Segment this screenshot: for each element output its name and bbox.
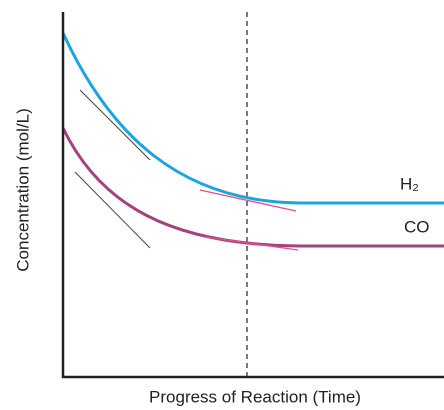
y-axis-label: Concentration (mol/L) (13, 108, 32, 271)
tangent-line (204, 236, 299, 251)
tangent-line (79, 89, 151, 161)
curve-label: H₂ (400, 174, 419, 193)
co-curve (61, 127, 444, 248)
x-axis-label: Progress of Reaction (Time) (149, 387, 361, 406)
curve-label: CO (404, 217, 430, 236)
tangent-line (74, 171, 151, 249)
h2-curve (61, 32, 444, 205)
tangent-line (199, 189, 297, 212)
